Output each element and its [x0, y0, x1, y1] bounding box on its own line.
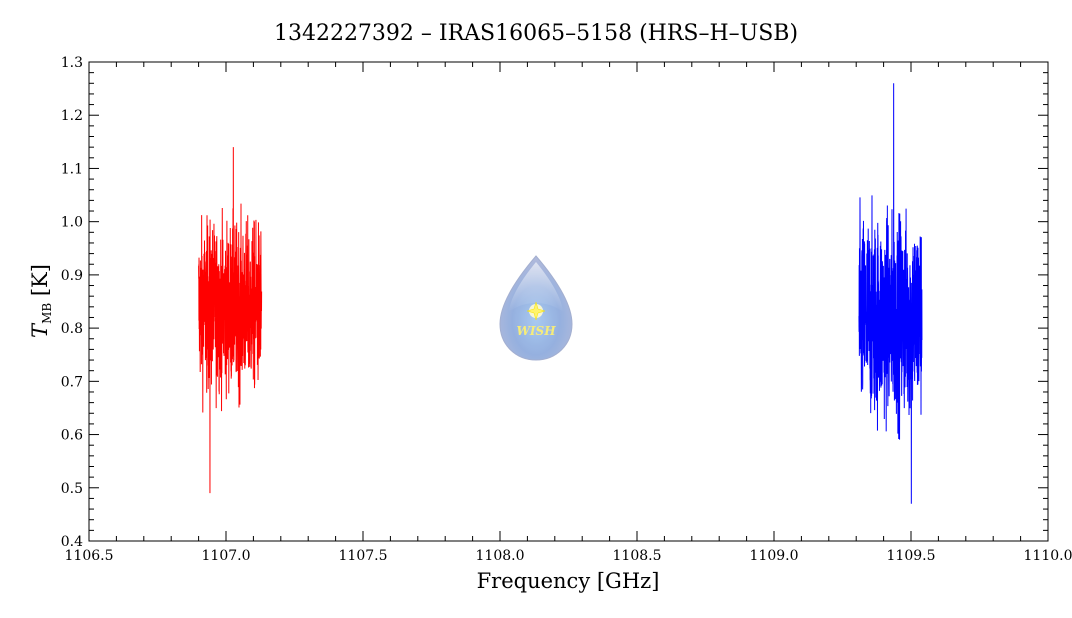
spectrum-series-1	[198, 147, 263, 494]
x-tick-label: 1109.0	[750, 548, 799, 564]
y-tick-label: 0.9	[61, 268, 83, 284]
x-tick-label: 1110.0	[1024, 548, 1072, 564]
y-axis-subscript: MB	[40, 303, 54, 324]
logo-text: WISH	[516, 324, 556, 338]
y-ticks: 0.4 0.5 0.6 0.7 0.8 0.9 1.0 1.1 1.2 1.3	[61, 55, 1048, 550]
star-icon	[526, 301, 546, 321]
x-tick-label: 1109.5	[887, 548, 936, 564]
y-tick-label: 1.3	[61, 55, 83, 71]
x-ticks: 1106.5 1107.0 1107.5 1108.0 1108.5 1109.0 1109…	[65, 62, 1072, 564]
x-tick-label: 1108.5	[613, 548, 662, 564]
y-tick-label: 0.4	[61, 534, 83, 550]
y-tick-label: 1.0	[61, 215, 83, 231]
y-tick-label: 0.8	[61, 321, 83, 337]
chart-title: 1342227392 – IRAS16065–5158 (HRS–H–USB)	[274, 21, 798, 46]
x-tick-label: 1107.5	[339, 548, 388, 564]
y-tick-label: 0.7	[61, 374, 83, 390]
y-tick-label: 0.6	[61, 428, 83, 444]
y-tick-label: 1.1	[61, 161, 83, 177]
wish-logo: WISH	[499, 255, 573, 361]
spectrum-series-2	[858, 83, 923, 504]
x-tick-label: 1107.0	[202, 548, 251, 564]
plot-frame	[88, 61, 1049, 542]
series-layer	[198, 83, 923, 504]
x-tick-label: 1108.0	[476, 548, 525, 564]
y-axis-unit: [K]	[28, 264, 52, 296]
x-axis-label: Frequency [GHz]	[477, 569, 660, 593]
y-axis-symbol: T	[28, 322, 52, 338]
y-axis-label: TMB [K]	[28, 264, 54, 338]
x-tick-label: 1106.5	[65, 548, 114, 564]
y-tick-label: 0.5	[61, 481, 83, 497]
y-tick-label: 1.2	[61, 108, 83, 124]
svg-text:TMB [K]: TMB [K]	[28, 264, 54, 338]
